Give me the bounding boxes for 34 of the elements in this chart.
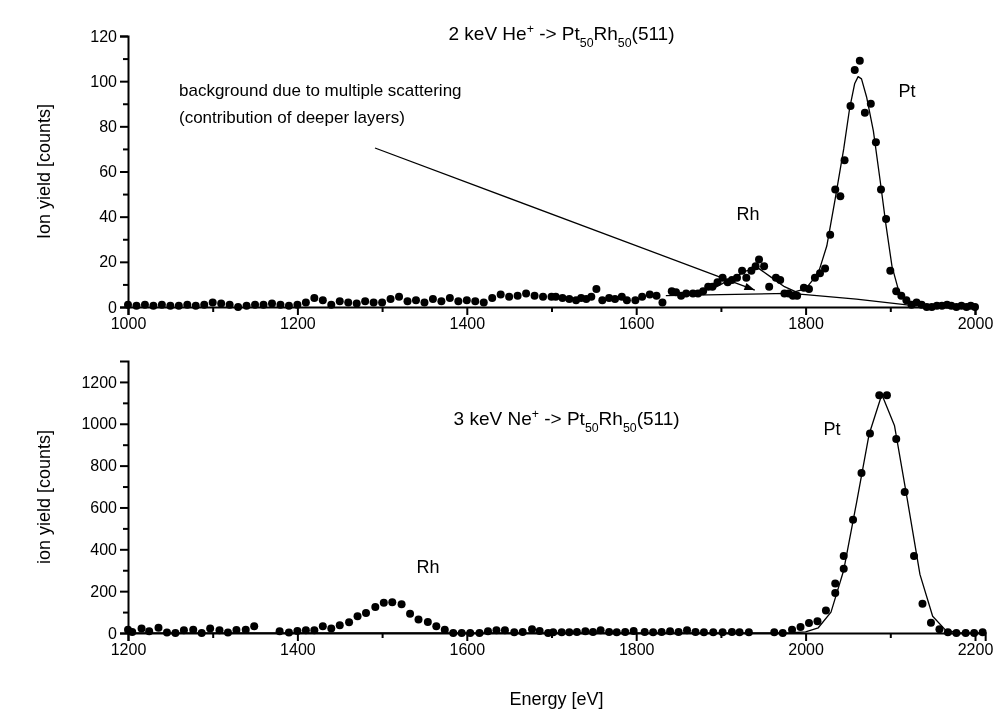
- y-tick-label: 40: [99, 208, 118, 226]
- annotation: Rh: [416, 556, 440, 577]
- y-tick-label: 1200: [81, 373, 118, 391]
- annotation: Rh: [736, 203, 760, 224]
- x-tick-label: 1400: [449, 315, 486, 333]
- x-tick-label: 1600: [449, 641, 486, 659]
- x-tick-label: 1200: [280, 315, 316, 333]
- y-tick-label: 20: [99, 253, 118, 271]
- y-tick-label: 200: [90, 582, 118, 600]
- y-tick-label: 80: [99, 117, 118, 135]
- annotation: Pt: [823, 418, 841, 439]
- x-axis-title: Energy [eV]: [509, 689, 604, 709]
- y-tick-label: 600: [90, 499, 118, 517]
- x-tick-label: 2200: [957, 641, 994, 659]
- annotation: Pt: [898, 80, 916, 101]
- x-tick-label: 2000: [957, 315, 994, 333]
- y-tick-label: 100: [90, 72, 118, 90]
- y-axis-title: Ion yield [counts]: [34, 103, 54, 240]
- text: 3 keV Ne$^{+}$ -> Pt$_{50}$Rh$_{50}$(511): [453, 407, 680, 435]
- y-tick-label: 0: [108, 624, 118, 642]
- x-tick-label: 2000: [788, 641, 824, 659]
- y-tick-label: 0: [108, 298, 118, 316]
- y-tick-label: 400: [90, 540, 118, 558]
- y-axis-title: ion yield [counts]: [34, 429, 54, 565]
- x-tick-label: 1800: [788, 315, 824, 333]
- y-tick-label: 120: [90, 27, 118, 45]
- y-tick-label: 800: [90, 457, 118, 475]
- x-tick-label: 1800: [618, 641, 655, 659]
- chart-title: 2 keV He$^{+}$ -> Pt$_{50}$Rh$_{50}$(511): [448, 22, 675, 50]
- y-tick-label: 60: [99, 163, 118, 181]
- annotation: background due to multiple scattering (contribution of deeper layers): [179, 81, 462, 127]
- x-tick-label: 1400: [280, 641, 316, 659]
- x-tick-label: 1600: [618, 315, 655, 333]
- y-tick-label: 1000: [81, 415, 118, 433]
